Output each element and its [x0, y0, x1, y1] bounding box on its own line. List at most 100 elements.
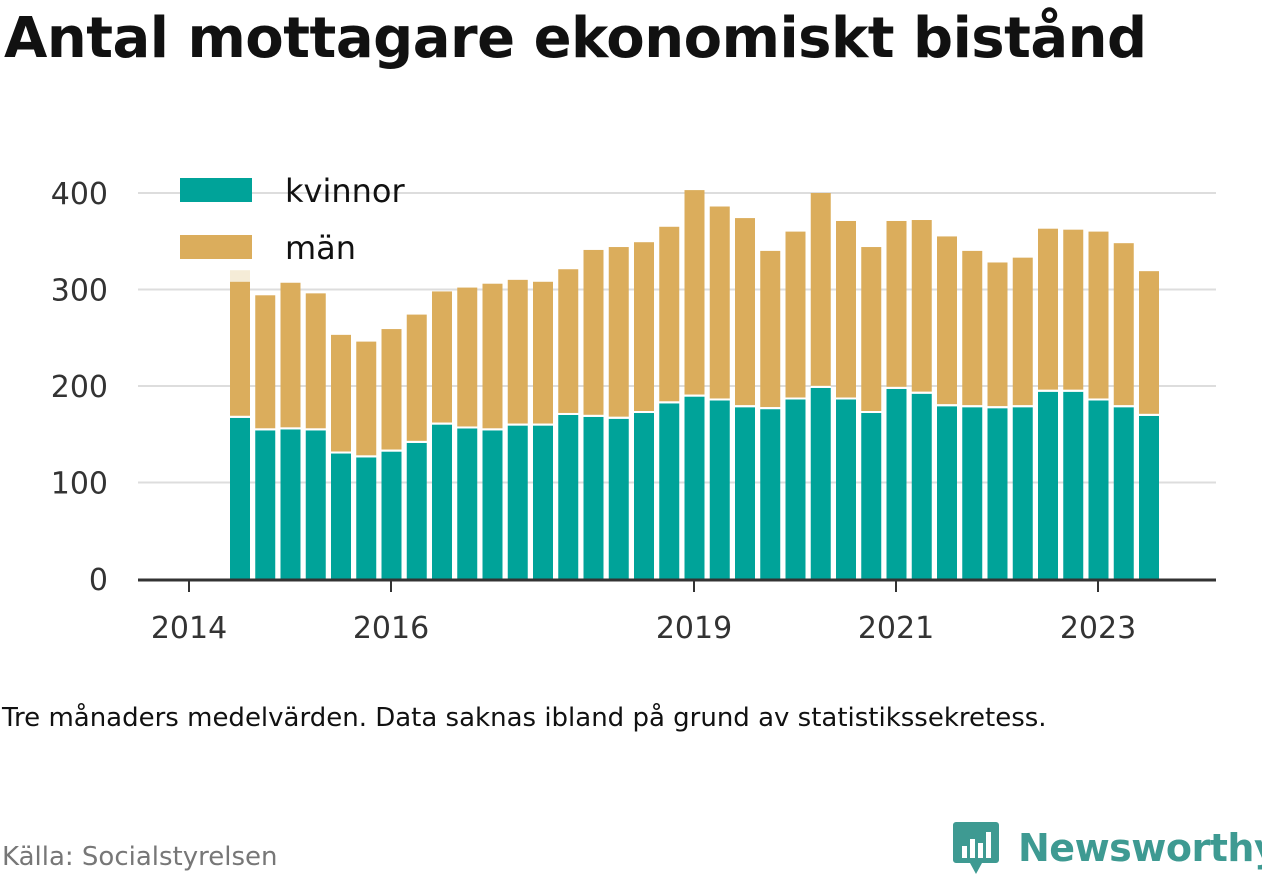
bar-man-2017-01	[482, 283, 503, 429]
bar-kvinnor-2016-01	[381, 451, 402, 579]
bar-kvinnor-2019-04	[709, 400, 730, 579]
bar-kvinnor-2018-01	[583, 416, 604, 579]
bar-kvinnor-2017-10	[558, 414, 579, 579]
bar-kvinnor-2022-07	[1038, 391, 1058, 579]
bar-kvinnor-2014-07	[230, 417, 250, 579]
bar-man-2016-01	[381, 329, 402, 450]
legend-swatch-man	[180, 235, 252, 259]
bar-man-2015-01	[280, 282, 301, 428]
bar-man-2023-01	[1088, 231, 1109, 399]
brand-name: Newsworthy	[1018, 826, 1262, 870]
bar-kvinnor-2017-01	[482, 430, 503, 579]
bar-man-2019-07	[735, 218, 755, 406]
bar-kvinnor-2021-01	[886, 388, 907, 579]
bar-man-2021-01	[886, 220, 907, 387]
bar-man-2018-07	[634, 242, 654, 412]
chart-footnote: Tre månaders medelvärden. Data saknas ib…	[2, 703, 1047, 733]
bar-kvinnor-2016-10	[457, 428, 478, 579]
bar-man-2015-10	[356, 341, 377, 456]
bar-kvinnor-2018-10	[659, 403, 680, 579]
y-tick-label-100: 100	[51, 467, 108, 502]
bar-suppressed-2014-07	[230, 270, 250, 282]
bar-man-2014-07	[230, 281, 250, 416]
bar-kvinnor-2023-01	[1088, 400, 1109, 579]
bar-man-2014-10	[255, 295, 276, 429]
bar-kvinnor-2020-10	[861, 413, 882, 579]
y-tick-label-0: 0	[89, 563, 108, 598]
bar-man-2022-01	[987, 262, 1008, 407]
bar-man-2018-10	[659, 226, 680, 402]
bar-man-2020-07	[836, 220, 856, 398]
bar-kvinnor-2020-07	[836, 399, 856, 579]
newsworthy-logo[interactable]: Newsworthy	[952, 820, 1262, 876]
bar-kvinnor-2021-10	[962, 407, 983, 579]
bar-man-2022-04	[1012, 257, 1033, 406]
stacked-bar-chart: 0 100 200 300 400 2014 2016 2019 2021 2023 kvinn…	[51, 172, 1216, 646]
bar-man-2022-07	[1038, 228, 1058, 390]
bar-kvinnor-2016-04	[406, 442, 427, 579]
bar-man-2023-04	[1113, 243, 1134, 406]
bar-man-2019-01	[684, 190, 705, 395]
bars	[230, 190, 1159, 579]
y-tick-label-200: 200	[51, 370, 108, 405]
bar-kvinnor-2017-07	[533, 425, 553, 579]
bar-man-2018-04	[608, 247, 629, 417]
bar-kvinnor-2023-07	[1139, 415, 1159, 579]
bar-kvinnor-2015-10	[356, 457, 377, 579]
bar-man-2020-04	[810, 193, 831, 386]
bar-kvinnor-2022-04	[1012, 407, 1033, 579]
x-tick-label-2023: 2023	[1060, 611, 1136, 646]
bar-man-2021-04	[911, 220, 932, 392]
bar-man-2019-04	[709, 206, 730, 399]
bar-man-2018-01	[583, 249, 604, 415]
bar-man-2015-04	[305, 293, 326, 429]
bar-kvinnor-2019-07	[735, 407, 755, 579]
source-credit: Källa: Socialstyrelsen	[2, 842, 278, 872]
bar-kvinnor-2020-04	[810, 387, 831, 579]
bar-kvinnor-2014-10	[255, 430, 276, 579]
newsworthy-logo-icon	[953, 822, 999, 874]
bar-man-2022-10	[1063, 229, 1084, 390]
bar-kvinnor-2018-07	[634, 413, 654, 579]
bar-man-2021-10	[962, 250, 983, 406]
legend-label-man: män	[285, 229, 356, 267]
bar-kvinnor-2023-04	[1113, 407, 1134, 579]
bar-kvinnor-2018-04	[608, 418, 629, 579]
x-tick-label-2016: 2016	[353, 611, 429, 646]
x-tick-label-2019: 2019	[656, 611, 732, 646]
bar-man-2021-07	[937, 236, 957, 405]
bar-kvinnor-2021-07	[937, 406, 957, 579]
page-title: Antal mottagare ekonomiskt bistånd	[4, 6, 1147, 71]
bar-man-2017-07	[533, 281, 553, 424]
x-tick-label-2014: 2014	[151, 611, 227, 646]
bar-kvinnor-2019-10	[760, 409, 781, 579]
bar-kvinnor-2019-01	[684, 396, 705, 579]
legend-swatch-kvinnor	[180, 178, 252, 202]
bar-kvinnor-2016-07	[432, 424, 452, 579]
bar-man-2016-04	[406, 314, 427, 441]
bar-man-2017-10	[558, 269, 579, 413]
bar-kvinnor-2021-04	[911, 393, 932, 579]
bar-kvinnor-2020-01	[785, 399, 806, 579]
y-axis-ticks: 0 100 200 300 400	[51, 177, 108, 598]
legend: kvinnor män	[180, 172, 406, 267]
bar-kvinnor-2015-04	[305, 430, 326, 579]
bar-kvinnor-2022-10	[1063, 391, 1084, 579]
bar-man-2015-07	[331, 334, 351, 452]
bar-man-2023-07	[1139, 271, 1159, 414]
legend-label-kvinnor: kvinnor	[285, 172, 406, 210]
x-tick-label-2021: 2021	[858, 611, 934, 646]
bar-man-2016-07	[432, 291, 452, 423]
bar-man-2019-10	[760, 250, 781, 408]
bar-man-2020-01	[785, 231, 806, 398]
y-tick-label-400: 400	[51, 177, 108, 212]
bar-man-2020-10	[861, 247, 882, 412]
bar-kvinnor-2015-01	[280, 429, 301, 579]
bar-kvinnor-2022-01	[987, 408, 1008, 579]
bar-man-2017-04	[507, 279, 528, 424]
bar-man-2016-10	[457, 287, 478, 427]
y-tick-label-300: 300	[51, 274, 108, 309]
x-axis-ticks: 2014 2016 2019 2021 2023	[151, 580, 1136, 646]
bar-kvinnor-2015-07	[331, 453, 351, 579]
bar-kvinnor-2017-04	[507, 425, 528, 579]
